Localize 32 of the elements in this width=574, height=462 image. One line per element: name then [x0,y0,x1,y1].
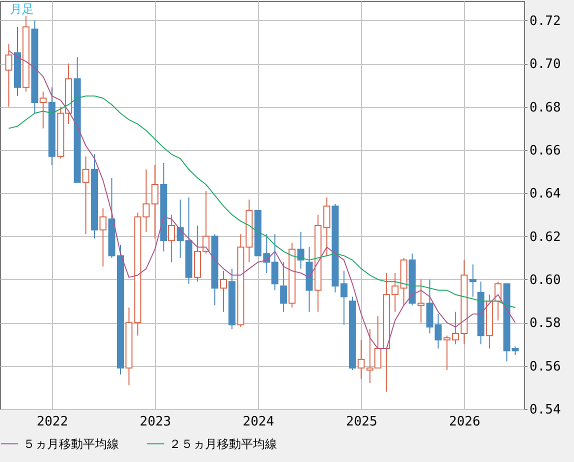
candlestick [99,208,106,268]
candlestick [280,262,288,312]
annotation: 月足 [10,2,34,16]
candlestick [82,156,90,235]
candlestick [469,264,476,298]
candlestick [358,339,365,380]
candlestick [5,44,12,108]
y-tick-label: 0.56 [530,359,561,374]
legend-label: ５ヵ月移動平均線 [23,436,119,451]
y-tick-label: 0.54 [530,402,561,418]
candlestick [418,278,425,324]
candlestick [323,196,330,256]
x-tick-label: 2023 [140,414,172,430]
y-tick-label: 0.64 [530,186,561,202]
candlestick [168,214,176,263]
candlestick [220,270,227,312]
y-tick-label: 0.58 [530,316,561,332]
line-series [8,95,516,308]
x-tick-label: 2025 [346,414,378,430]
x-tick-label: 2022 [36,414,68,430]
y-tick-label: 0.68 [530,100,561,116]
y-tick-label: 0.62 [530,230,561,245]
candlestick [40,91,47,129]
legend-label: ２５ヵ月移動平均線 [169,436,277,451]
y-tick-label: 0.60 [530,272,561,288]
y-tick-label: 0.72 [530,14,561,29]
y-tick-label: 0.66 [530,143,561,158]
x-tick-label: 2026 [449,414,480,430]
candlestick [151,164,158,239]
y-tick-label: 0.70 [530,57,561,72]
candlestick [340,270,348,326]
x-tick-label: 2024 [242,414,274,430]
